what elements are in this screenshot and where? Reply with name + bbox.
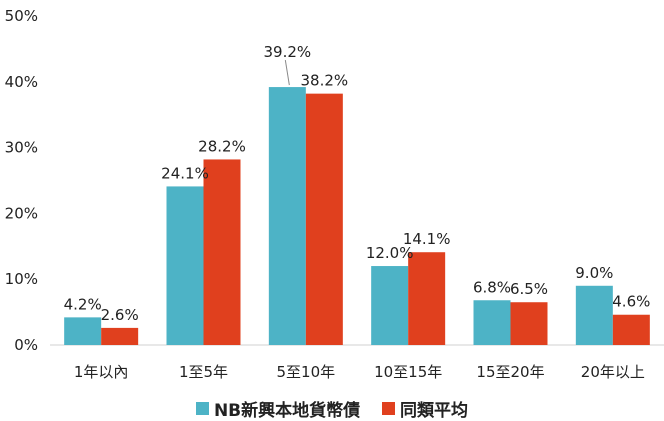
legend-item-fund: NB新興本地貨幣債 [195, 396, 361, 421]
legend-label-peer-average: 同類平均 [400, 401, 469, 421]
data-label-fund: 4.2% [64, 295, 102, 313]
data-label-fund: 9.0% [575, 264, 613, 282]
y-tick-label: 20% [5, 204, 38, 222]
data-label-peer-average: 2.6% [101, 306, 139, 324]
bar-peer-average [305, 93, 343, 345]
x-category-label: 1年以內 [74, 363, 129, 381]
bar-peer-average [203, 159, 241, 345]
legend-label-fund: NB新興本地貨幣債 [213, 401, 361, 421]
data-label-peer-average: 28.2% [198, 137, 246, 155]
bar-peer-average [510, 302, 548, 345]
bar-fund [64, 317, 102, 345]
data-label-peer-average: 6.5% [510, 280, 548, 298]
y-tick-label: 30% [5, 139, 38, 157]
data-label-peer-average: 38.2% [301, 72, 349, 90]
data-label-fund: 6.8% [473, 278, 511, 296]
x-category-label: 20年以上 [581, 363, 645, 381]
y-tick-label: 0% [14, 336, 38, 354]
data-label-fund: 24.1% [161, 164, 209, 182]
y-tick-label: 40% [5, 73, 38, 91]
data-label-fund: 12.0% [366, 244, 414, 262]
data-label-peer-average: 4.6% [612, 293, 650, 311]
bar-peer-average [101, 327, 139, 345]
bar-fund [371, 266, 409, 345]
legend-swatch-peer-average [382, 402, 396, 415]
bar-fund [166, 186, 204, 345]
y-tick-label: 10% [5, 270, 38, 288]
legend-swatch-fund [195, 402, 209, 415]
data-label-fund: 39.2% [264, 43, 312, 61]
y-tick-label: 50% [5, 7, 38, 25]
data-label-leader-line [284, 59, 290, 86]
bar-fund [268, 87, 306, 346]
data-label-peer-average: 14.1% [403, 230, 451, 248]
bar-peer-average [408, 252, 446, 345]
bar-peer-average [612, 314, 650, 345]
bar-fund [473, 300, 511, 345]
bar-fund [575, 285, 613, 345]
x-category-label: 1至5年 [179, 363, 228, 381]
x-category-label: 10至15年 [374, 363, 442, 381]
x-category-label: 5至10年 [277, 363, 336, 381]
legend-item-peer-average: 同類平均 [382, 396, 468, 421]
x-category-label: 15至20年 [476, 363, 544, 381]
legend: NB新興本地貨幣債 同類平均 [0, 396, 664, 421]
